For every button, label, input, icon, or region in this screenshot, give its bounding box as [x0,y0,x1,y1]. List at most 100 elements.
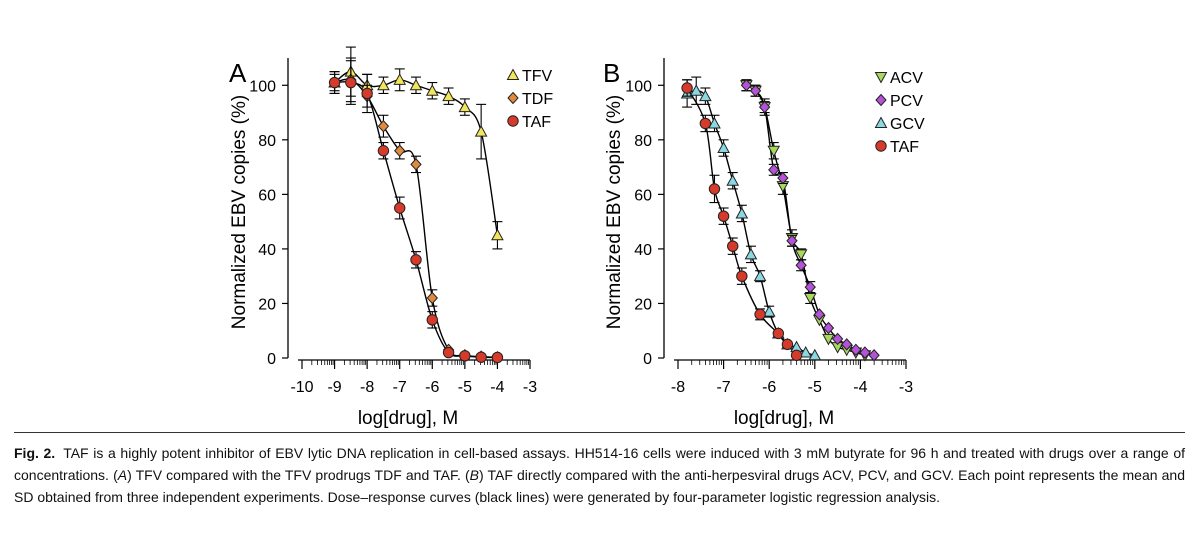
data-point [749,84,762,97]
legend-marker [874,72,888,84]
legend-marker [875,140,887,152]
data-point [868,349,880,362]
data-point [735,206,749,219]
data-point [762,305,776,317]
legend-marker [875,93,887,107]
data-point [808,348,822,361]
data-point [459,350,471,362]
series-taf [681,79,803,361]
data-point [795,259,807,272]
data-point [393,73,407,85]
legend-marker [507,91,519,105]
legend-label: PCV [890,93,923,110]
data-point [361,87,373,100]
legend-label: TAF [890,139,919,156]
data-point [425,84,439,96]
data-point [841,338,853,351]
data-point [699,117,712,130]
legend: ACV PCV GCV TAF [874,70,925,156]
series-tdf [328,57,504,364]
series-tfv [328,46,504,250]
data-point [726,174,740,186]
y-tick-label: 60 [634,187,652,204]
chart-svg: A 0 20 40 60 80 100 -10 -9 -8 -7 -6 -5 -4 -3 log[drug],… [229,46,925,429]
data-point [410,254,422,266]
data-point [708,183,721,195]
x-tick-label: -5 [808,379,822,396]
fit-curve-taf [334,81,498,359]
x-tick-label: -10 [290,379,313,396]
data-point [767,145,781,158]
data-point [772,327,785,340]
data-point [754,308,766,321]
x-tick-label: -8 [360,379,374,396]
data-point [822,333,835,346]
x-axis-label: log[drug], M [358,408,458,429]
data-point [377,119,390,133]
data-point [768,163,780,177]
data-point [708,116,721,129]
y-tick-label: 100 [625,78,652,95]
data-point [426,314,438,326]
data-point [822,321,835,335]
y-tick-label: 40 [634,242,652,259]
data-point [790,349,803,361]
data-point [813,308,826,321]
data-point [394,202,406,214]
data-point [681,82,693,94]
legend-label: TAF [522,114,551,131]
x-tick-label: -8 [671,379,685,396]
data-point [740,79,753,92]
x-tick-label: -7 [393,379,407,396]
data-point [410,158,422,171]
data-point [426,291,438,305]
x-tick-label: -7 [716,379,730,396]
data-point [394,144,406,157]
data-point [442,89,455,102]
y-tick-label: 80 [634,133,652,150]
caption-divider [14,432,1185,433]
legend-marker [507,115,519,127]
figure-caption: Fig. 2. TAF is a highly potent inhibitor … [14,442,1185,508]
legend-label: TFV [522,68,553,85]
data-point [758,100,771,114]
data-point [803,293,817,305]
y-tick-label: 0 [643,351,652,368]
data-point [699,89,712,102]
data-point [491,228,504,241]
x-tick-label: -6 [762,379,776,396]
panel-label: B [603,58,620,88]
data-point [727,240,739,252]
caption-label: Fig. 2. [14,445,56,461]
data-point [442,346,455,359]
data-point [475,351,487,363]
legend-label: TDF [522,91,553,108]
y-tick-label: 0 [267,351,276,368]
y-tick-label: 40 [258,242,276,259]
fit-curve-taf [686,87,798,356]
y-axis-label: Normalized EBV copies (%) [604,95,625,329]
legend-label: ACV [890,70,923,87]
legend-label: GCV [890,116,925,133]
y-tick-label: 100 [249,78,276,95]
figure: A 0 20 40 60 80 100 -10 -9 -8 -7 -6 -5 -4 -3 log[drug],… [229,46,925,429]
x-tick-label: -6 [425,379,439,396]
caption-text: TAF is a highly potent inhibitor of EBV … [14,445,1185,505]
data-point [744,247,758,260]
data-point [474,125,488,137]
data-point [794,249,808,261]
chart-panel-a: A 0 20 40 60 80 100 -10 -9 -8 -7 -6 -5 -4 -3 log[drug],… [229,46,553,429]
chart-panel-b: B 0 20 40 60 80 100 -8 -7 -6 -5 -4 -3 log[drug], M Nor… [603,58,925,429]
x-tick-label: -4 [490,379,504,396]
data-point [689,84,703,96]
data-point [850,343,862,357]
x-tick-label: -9 [327,379,341,396]
legend-marker [506,68,520,80]
data-point [753,269,767,282]
data-point [491,351,504,364]
data-point [786,234,798,247]
y-tick-label: 20 [258,296,276,313]
x-tick-label: -3 [523,379,537,396]
fit-curve-tfv [334,70,499,236]
legend: TFV TDF TAF [506,68,553,131]
